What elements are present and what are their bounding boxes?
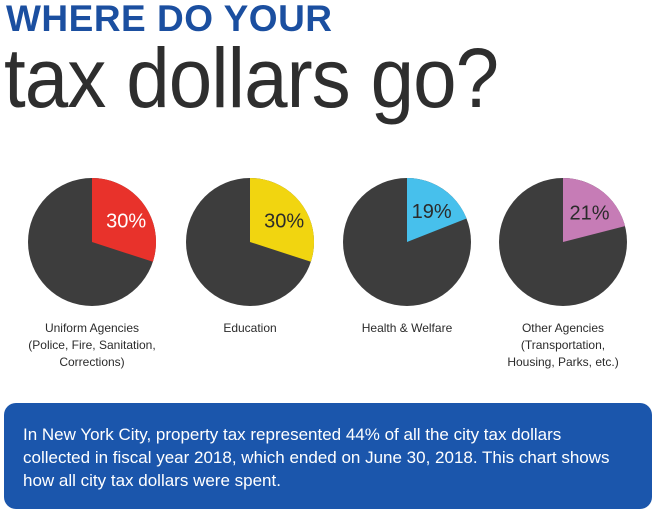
note-box: In New York City, property tax represent… [4, 403, 652, 509]
note-text: In New York City, property tax represent… [23, 425, 610, 490]
pie-chart: 30% Education [170, 170, 330, 390]
pie-svg: 19% [343, 178, 471, 306]
pie-chart: 21% Other Agencies (Transportation, Housi… [483, 170, 643, 390]
pie-value-label: 21% [569, 203, 609, 225]
pie-category-label: Education [223, 321, 277, 335]
pie-value-label: 30% [264, 210, 304, 232]
pie-charts: 30% Uniform Agencies (Police, Fire, Sanit… [0, 170, 655, 390]
pie-chart: 19% Health & Welfare [327, 170, 487, 390]
pie-category-label: Other Agencies (Transportation, Housing,… [507, 321, 619, 369]
subhead: tax dollars go? [4, 31, 499, 125]
pie-svg: 30% [186, 178, 315, 306]
pie-svg: 30% [28, 178, 157, 306]
pie-category-label: Uniform Agencies (Police, Fire, Sanitati… [28, 321, 156, 369]
pie-slice [563, 178, 625, 242]
pie-chart: 30% Uniform Agencies (Police, Fire, Sanit… [12, 170, 172, 390]
pie-value-label: 30% [106, 210, 146, 232]
pie-category-label: Health & Welfare [361, 321, 453, 335]
pie-svg: 21% [499, 178, 627, 306]
headline: WHERE DO YOUR [6, 0, 333, 39]
pie-slice [92, 178, 157, 262]
pie-slice [250, 178, 315, 262]
pie-slice [407, 178, 467, 242]
pie-value-label: 19% [412, 201, 452, 223]
